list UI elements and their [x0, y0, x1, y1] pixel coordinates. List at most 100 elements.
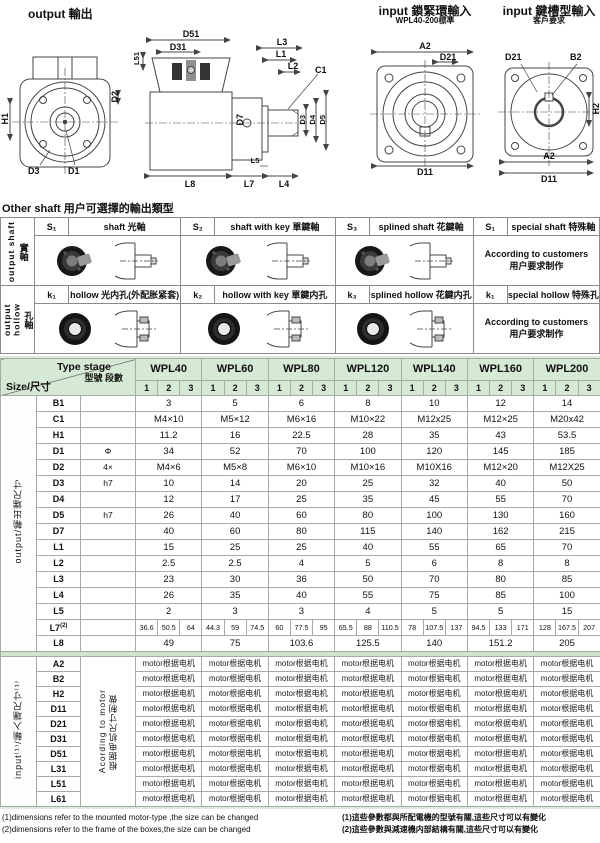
spec-value: 26 [135, 507, 203, 524]
output-hollow-group-label: output hollow 孔軸 [0, 285, 36, 354]
shaft-custom-note: According to customers 用户要求制作 [472, 235, 600, 286]
spec-value: 70 [267, 443, 336, 460]
row-label: H2 [36, 686, 81, 702]
spec-value: 36 [267, 571, 336, 588]
motor-cell: motor根据电机 [533, 761, 600, 777]
row-symbol [79, 555, 137, 572]
motor-cell: motor根据电机 [135, 776, 203, 792]
hollow-photo-icon [59, 312, 92, 345]
spec-value: 94.5 [466, 619, 491, 636]
motor-cell: motor根据电机 [466, 701, 535, 717]
spec-value: 32 [400, 475, 468, 492]
footnotes: (1)dimensions refer to the mounted motor… [0, 812, 600, 836]
motor-cell: motor根据电机 [334, 791, 402, 807]
motor-cell: motor根据电机 [135, 656, 203, 672]
spec-value: 34 [135, 443, 203, 460]
other-shaft-title: Other shaft 用户可選擇的輸出類型 [2, 203, 174, 215]
motor-cell: motor根据电机 [267, 746, 336, 762]
stage-header: 1 [267, 380, 291, 396]
model-header: WPL200 [533, 358, 600, 381]
dim-label-c1: C1 [315, 65, 327, 75]
shaft-code-k3: k₃ [334, 285, 370, 304]
motor-cell: motor根据电机 [533, 671, 600, 687]
spec-value: 22.5 [267, 427, 336, 444]
spec-value: 128 [533, 619, 557, 636]
stage-header: 2 [422, 380, 446, 396]
spec-value: 8 [533, 555, 600, 572]
spec-value: M10X16 [400, 459, 468, 476]
spec-value: 4 [334, 603, 402, 620]
spec-value: M10×16 [334, 459, 402, 476]
stage-header: 3 [444, 380, 468, 396]
row-symbol [79, 571, 137, 588]
spec-value: M12×25 [466, 411, 535, 428]
dim-label-h2-key: H2 [591, 103, 600, 115]
shaft-code-s2: S₂ [180, 217, 216, 236]
footnote-cn-2: (2)這些參數與減速機内部結構有關,這些尺寸可以有變化 [342, 825, 538, 834]
spec-value: 205 [533, 635, 600, 652]
input-clamp-title: input 鎖緊環輸入 [378, 4, 472, 18]
spec-value: 120 [400, 443, 468, 460]
spec-value: 12 [135, 491, 203, 508]
row-symbol: h7 [79, 475, 137, 492]
spec-value: 20 [267, 475, 336, 492]
shaft-name-s3: splined shaft 花鍵軸 [368, 217, 474, 236]
motor-cell: motor根据电机 [466, 746, 535, 762]
motor-cell: motor根据电机 [135, 761, 203, 777]
row-label: B2 [36, 671, 81, 687]
spec-value: 11.2 [135, 427, 203, 444]
motor-cell: motor根据电机 [400, 701, 468, 717]
spec-value: 100 [334, 443, 402, 460]
spec-value: 6 [400, 555, 468, 572]
dim-label-d4-shaft: D4 [308, 115, 317, 125]
spec-value: 60 [267, 507, 336, 524]
model-header: WPL160 [466, 358, 535, 381]
spec-value: 10 [400, 395, 468, 412]
row-label: D31 [36, 731, 81, 747]
spec-value: 15 [135, 539, 203, 556]
spec-value: 25 [334, 475, 402, 492]
row-label: L1 [36, 539, 81, 556]
row-symbol [79, 539, 137, 556]
spec-value: M5×12 [201, 411, 269, 428]
stage-header: 3 [577, 380, 600, 396]
spec-value: 75 [201, 635, 269, 652]
motor-cell: motor根据电机 [400, 791, 468, 807]
dim-label-d1: D1 [68, 166, 80, 176]
shaft-code-k2: k₂ [180, 285, 216, 304]
spec-value: M12×20 [466, 459, 535, 476]
spec-value: 64 [179, 619, 203, 636]
spec-value: 125.5 [334, 635, 402, 652]
spec-value: M12X25 [533, 459, 600, 476]
row-symbol [79, 603, 137, 620]
spec-value: 50.5 [157, 619, 181, 636]
output-view-title: output 輸出 [28, 7, 93, 21]
spec-value: 107.5 [422, 619, 446, 636]
row-symbol [79, 587, 137, 604]
stage-header: 1 [400, 380, 424, 396]
spec-value: 50 [334, 571, 402, 588]
shaft-code-s1: S₁ [34, 217, 70, 236]
input-clamp-subtitle: WPL40-200標準 [395, 16, 455, 25]
row-symbol [79, 411, 137, 428]
spec-value: 100 [533, 587, 600, 604]
spec-value: 16 [201, 427, 269, 444]
row-label: L61 [36, 791, 81, 807]
spec-value: 10 [135, 475, 203, 492]
dimension-table: Type stage 型號 段數 Size/尺寸 WPL40 WPL60 WPL80 WPL… [0, 358, 600, 807]
spec-value: 151.2 [466, 635, 535, 652]
model-header: WPL120 [334, 358, 402, 381]
input-group-label: input⁽¹⁾/輸入端尺寸⁽¹⁾ [0, 656, 37, 807]
output-group-label: output/輸出端尺寸 [0, 395, 37, 652]
motor-cell: motor根据电机 [135, 671, 203, 687]
spec-value: 8 [334, 395, 402, 412]
dim-label-a2-key: A2 [543, 151, 555, 161]
row-label: L7(2) [36, 619, 81, 636]
spec-value: 4 [267, 555, 336, 572]
spec-value: 95 [312, 619, 336, 636]
shaft-code-special: S₁ [472, 217, 508, 236]
other-shaft-table: output shaft 實軸 S₁ shaft 光軸 S₂ shaft wit… [0, 217, 600, 354]
input-key-subtitle: 客戶要求 [533, 16, 565, 25]
dim-label-l51: L51 [132, 52, 141, 65]
